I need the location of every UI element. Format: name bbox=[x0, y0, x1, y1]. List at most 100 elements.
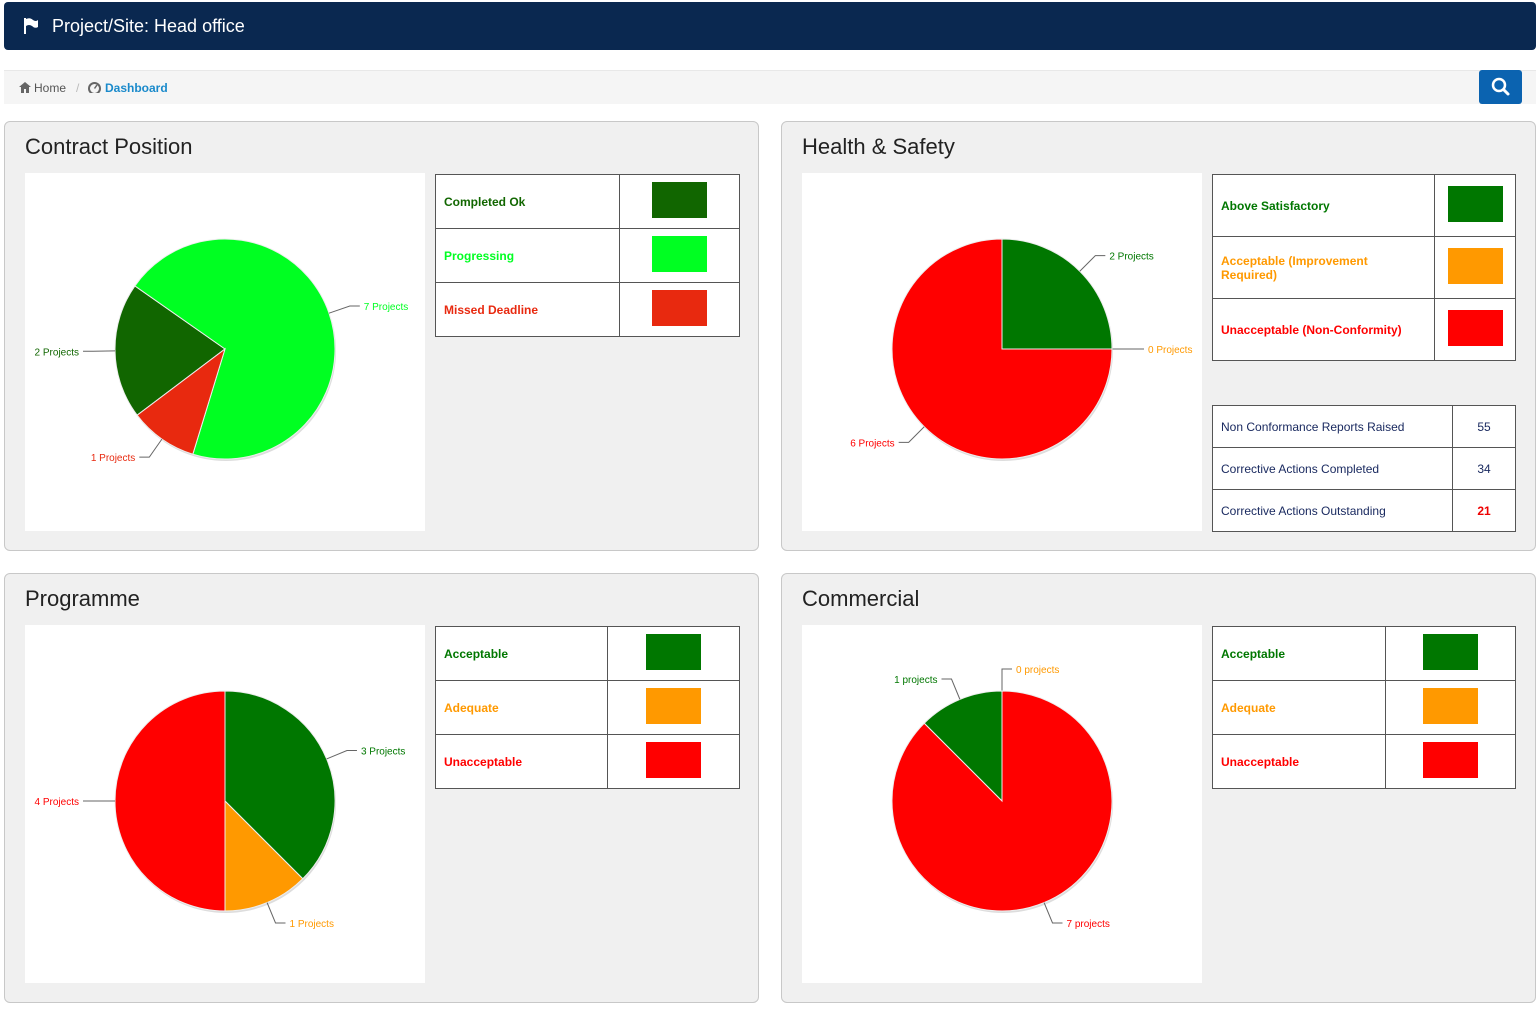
legend-label: Unacceptable bbox=[1212, 734, 1386, 789]
legend-label: Acceptable (Improvement Required) bbox=[1212, 236, 1435, 299]
panel: Health & Safety 2 Projects 0 Projects 6 Pro… bbox=[781, 121, 1536, 551]
legend-swatch-cell bbox=[607, 626, 740, 681]
stats-label: Corrective Actions Completed bbox=[1212, 447, 1453, 490]
dashboard-icon bbox=[88, 82, 101, 93]
legend-swatch-cell bbox=[607, 734, 740, 789]
legend-row: Unacceptable (Non-Conformity) bbox=[1212, 298, 1516, 361]
header-title: Project/Site: Head office bbox=[52, 16, 245, 36]
pie-slice bbox=[891, 690, 1113, 912]
legend-swatch-cell bbox=[1434, 236, 1516, 299]
pie-chart: 2 Projects 0 Projects 6 Projects bbox=[802, 173, 1202, 531]
data-label: 1 projects bbox=[894, 675, 937, 686]
legend-swatch-cell bbox=[1434, 298, 1516, 361]
data-label: 1 Projects bbox=[91, 453, 135, 464]
label-connector bbox=[266, 902, 286, 924]
pie-chart: 1 projects 0 projects 7 projects bbox=[802, 625, 1202, 983]
legend-row: Adequate bbox=[1212, 680, 1516, 735]
pie-chart: 2 Projects 7 Projects 1 Projects bbox=[25, 173, 425, 531]
pie-slice bbox=[134, 238, 336, 460]
stats-label: Corrective Actions Outstanding bbox=[1212, 489, 1453, 532]
pie-chart: 3 Projects 1 Projects 4 Projects bbox=[25, 625, 425, 983]
legend-row: Completed Ok bbox=[435, 174, 740, 229]
stats-value: 21 bbox=[1452, 489, 1516, 532]
breadcrumb-home[interactable]: Home bbox=[34, 81, 67, 95]
legend-swatch-cell bbox=[1434, 174, 1516, 237]
data-label: 0 Projects bbox=[1148, 345, 1192, 356]
data-label: 7 projects bbox=[1067, 919, 1110, 930]
label-connector bbox=[139, 438, 163, 458]
panel-title: Programme bbox=[25, 586, 140, 611]
legend-row: Above Satisfactory bbox=[1212, 174, 1516, 237]
stats-value: 34 bbox=[1452, 447, 1516, 490]
legend-row: Adequate bbox=[435, 680, 740, 735]
label-connector bbox=[941, 678, 961, 700]
label-connector bbox=[328, 305, 360, 314]
legend-label: Above Satisfactory bbox=[1212, 174, 1435, 237]
legend-label: Acceptable bbox=[435, 626, 608, 681]
home-icon bbox=[19, 82, 31, 93]
legend-table: Completed Ok Progressing Missed Deadline bbox=[435, 174, 740, 337]
legend-row: Acceptable (Improvement Required) bbox=[1212, 236, 1516, 299]
breadcrumb-dashboard[interactable]: Dashboard bbox=[105, 81, 168, 95]
label-connector bbox=[1001, 668, 1012, 691]
data-label: 2 Projects bbox=[1109, 252, 1153, 263]
data-label: 7 Projects bbox=[364, 302, 408, 313]
legend-swatch bbox=[1447, 186, 1503, 222]
legend-table: Acceptable Adequate Unacceptable bbox=[435, 626, 740, 789]
data-label: 4 Projects bbox=[35, 797, 79, 808]
legend-swatch bbox=[652, 236, 707, 272]
legend-row: Missed Deadline bbox=[435, 282, 740, 337]
legend-swatch-cell bbox=[1385, 680, 1516, 735]
panel: Commercial 1 projects 0 projects 7 projects… bbox=[781, 573, 1536, 1003]
data-label: 3 Projects bbox=[361, 746, 405, 757]
data-label: 1 Projects bbox=[290, 919, 334, 930]
legend-swatch bbox=[652, 182, 707, 218]
stats-value: 55 bbox=[1452, 405, 1516, 448]
legend-row: Unacceptable bbox=[435, 734, 740, 789]
label-connector bbox=[1079, 255, 1106, 272]
legend-label: Adequate bbox=[435, 680, 608, 735]
legend-swatch-cell bbox=[619, 174, 740, 229]
legend-row: Unacceptable bbox=[1212, 734, 1516, 789]
legend-swatch-cell bbox=[1385, 734, 1516, 789]
panel: Contract Position 2 Projects 7 Projects 1 P… bbox=[4, 121, 759, 551]
pie-slice bbox=[1001, 238, 1113, 350]
legend-label: Unacceptable (Non-Conformity) bbox=[1212, 298, 1435, 361]
panel: Programme 3 Projects 1 Projects 4 Projects A… bbox=[4, 573, 759, 1003]
stats-label: Non Conformance Reports Raised bbox=[1212, 405, 1453, 448]
legend-table: Above Satisfactory Acceptable (Improvemen… bbox=[1212, 174, 1516, 361]
data-label: 2 Projects bbox=[35, 347, 79, 358]
legend-swatch-cell bbox=[607, 680, 740, 735]
legend-table: Acceptable Adequate Unacceptable bbox=[1212, 626, 1516, 789]
legend-row: Acceptable bbox=[1212, 626, 1516, 681]
stats-row: Corrective Actions Outstanding 21 bbox=[1212, 489, 1516, 532]
panel-title: Commercial bbox=[802, 586, 920, 611]
legend-swatch bbox=[646, 742, 701, 778]
panel-title: Contract Position bbox=[25, 134, 193, 159]
legend-swatch bbox=[652, 290, 707, 326]
search-button[interactable] bbox=[1479, 70, 1522, 104]
legend-swatch bbox=[1423, 742, 1478, 778]
legend-label: Progressing bbox=[435, 228, 620, 283]
stats-row: Corrective Actions Completed 34 bbox=[1212, 447, 1516, 490]
legend-label: Adequate bbox=[1212, 680, 1386, 735]
legend-swatch bbox=[646, 688, 701, 724]
legend-swatch bbox=[1447, 310, 1503, 346]
header-bar: Project/Site: Head office bbox=[4, 2, 1536, 50]
label-connector bbox=[326, 749, 357, 760]
legend-label: Acceptable bbox=[1212, 626, 1386, 681]
pie-slice bbox=[114, 690, 226, 912]
legend-row: Progressing bbox=[435, 228, 740, 283]
data-label: 6 Projects bbox=[850, 438, 894, 449]
legend-row: Acceptable bbox=[435, 626, 740, 681]
breadcrumb: Home / Dashboard bbox=[4, 70, 1536, 104]
panel-title: Health & Safety bbox=[802, 134, 955, 159]
legend-swatch bbox=[646, 634, 701, 670]
breadcrumb-separator: / bbox=[76, 81, 80, 95]
legend-swatch bbox=[1423, 688, 1478, 724]
label-connector bbox=[1043, 902, 1063, 924]
stats-table: Non Conformance Reports Raised 55 Correcti… bbox=[1212, 405, 1516, 532]
legend-swatch bbox=[1447, 248, 1503, 284]
pie-slice bbox=[891, 238, 1113, 460]
